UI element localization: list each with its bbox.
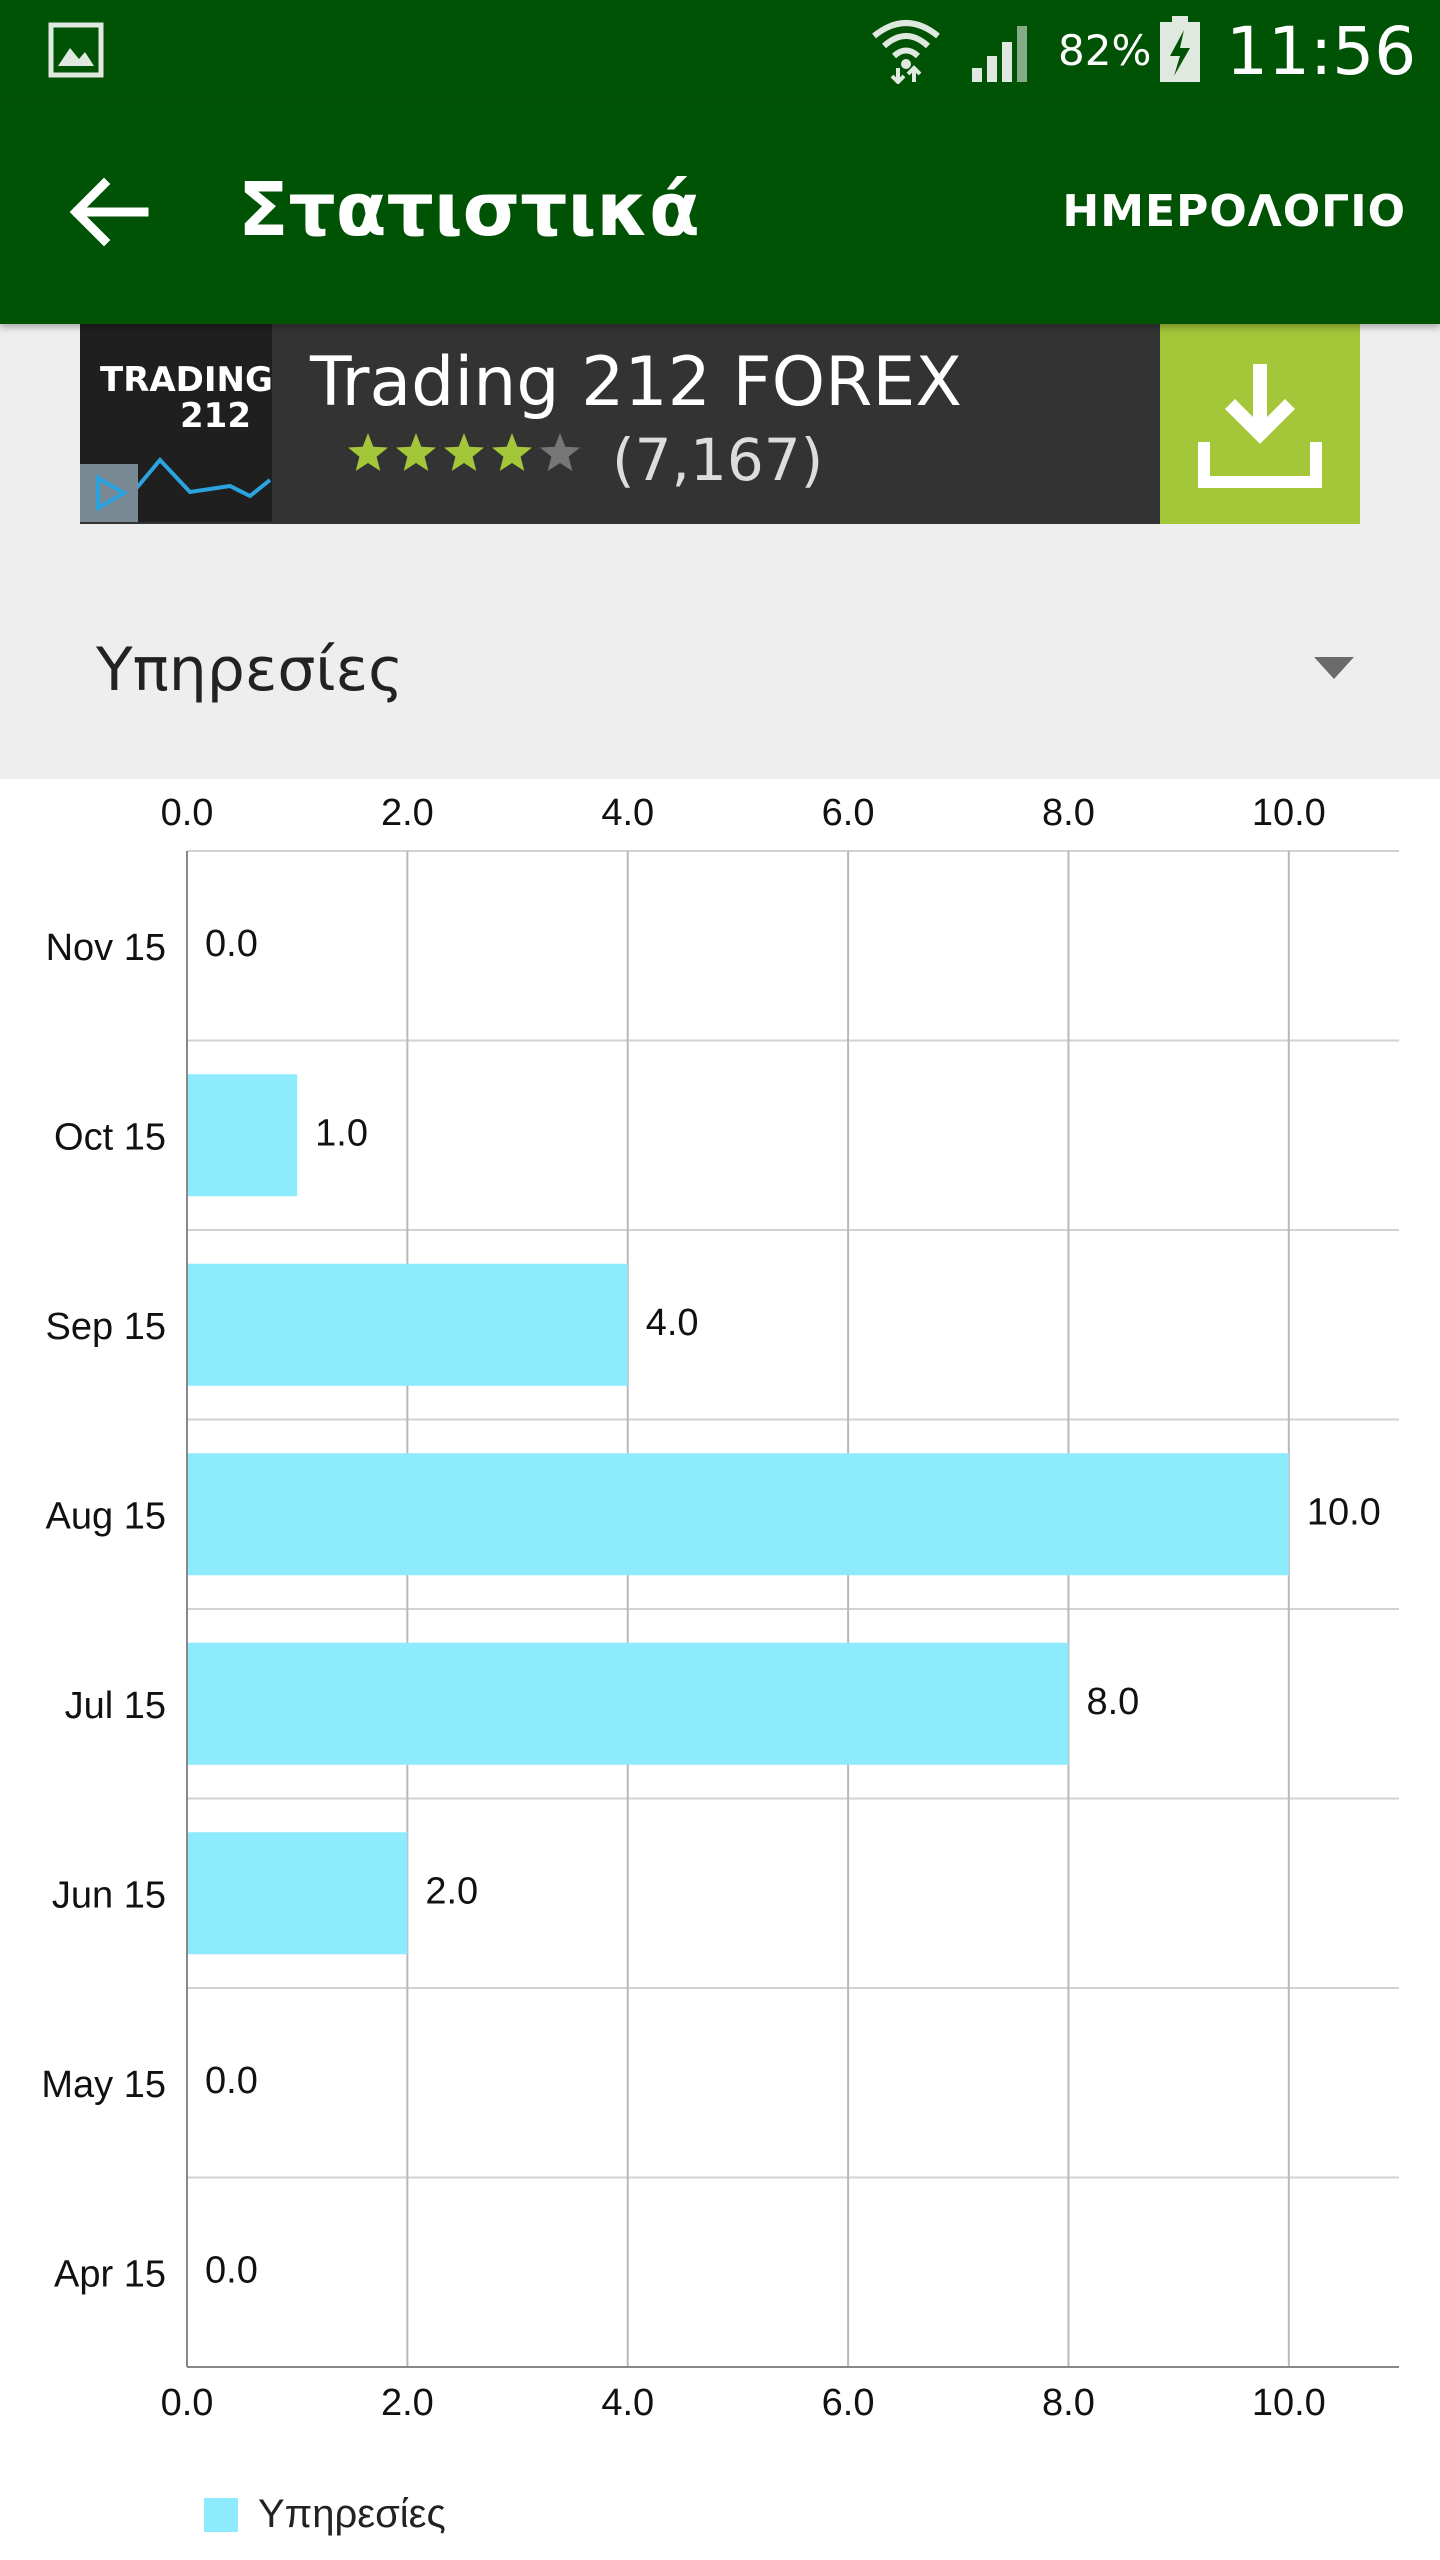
bar-value-label: 4.0 bbox=[646, 1302, 699, 1344]
legend-swatch bbox=[204, 2498, 238, 2532]
bar-value-label: 2.0 bbox=[425, 1870, 478, 1912]
x-tick-label-bottom: 8.0 bbox=[1042, 2382, 1095, 2424]
ad-title: Trading 212 FOREX bbox=[310, 343, 962, 422]
page-title: Στατιστικά bbox=[238, 167, 700, 253]
bar bbox=[187, 1074, 298, 1197]
y-category-label: Sep 15 bbox=[46, 1306, 166, 1348]
app-bar: Στατιστικά ΗΜΕΡΟΛΟΓΙΟ bbox=[0, 100, 1440, 324]
x-tick-label-bottom: 4.0 bbox=[601, 2382, 654, 2424]
star-icon bbox=[396, 433, 436, 471]
bar bbox=[187, 1642, 1069, 1765]
battery-percent: 82% bbox=[1058, 26, 1152, 75]
ad-logo-line1: TRADING bbox=[100, 360, 273, 400]
ad-rating-count: (7,167) bbox=[612, 426, 824, 494]
x-tick-label-bottom: 2.0 bbox=[381, 2382, 434, 2424]
star-icon bbox=[492, 433, 532, 471]
status-bar: 82% 11:56 bbox=[0, 0, 1440, 100]
bar bbox=[187, 1263, 628, 1386]
bar-value-label: 8.0 bbox=[1086, 1681, 1139, 1723]
y-category-label: Aug 15 bbox=[46, 1495, 166, 1537]
x-tick-label-top: 10.0 bbox=[1252, 792, 1326, 834]
download-icon bbox=[1198, 364, 1322, 488]
y-category-label: Oct 15 bbox=[54, 1116, 166, 1158]
signal-icon bbox=[972, 26, 1027, 82]
x-tick-label-bottom: 0.0 bbox=[161, 2382, 214, 2424]
y-category-label: Jul 15 bbox=[65, 1685, 166, 1727]
dropdown-arrow-icon bbox=[1314, 657, 1354, 679]
calendar-button[interactable]: ΗΜΕΡΟΛΟΓΙΟ bbox=[1062, 186, 1406, 237]
bar-value-label: 0.0 bbox=[205, 2249, 258, 2291]
star-icon bbox=[348, 433, 388, 471]
x-tick-label-top: 8.0 bbox=[1042, 792, 1095, 834]
rating-stars-icon bbox=[348, 433, 580, 471]
x-tick-label-top: 4.0 bbox=[601, 792, 654, 834]
bar-value-label: 10.0 bbox=[1307, 1491, 1381, 1533]
bar bbox=[187, 1453, 1289, 1576]
ad-logo-line2: 212 bbox=[180, 396, 251, 436]
x-tick-label-bottom: 6.0 bbox=[822, 2382, 875, 2424]
x-tick-label-top: 2.0 bbox=[381, 792, 434, 834]
gallery-icon bbox=[48, 22, 104, 78]
bar-value-label: 0.0 bbox=[205, 2060, 258, 2102]
back-arrow-icon[interactable] bbox=[64, 172, 154, 252]
y-category-label: Jun 15 bbox=[52, 1874, 166, 1916]
y-category-label: Apr 15 bbox=[54, 2253, 166, 2295]
ad-banner[interactable]: TRADING 212 Trading 212 FOREX (7,167) bbox=[80, 324, 1360, 524]
x-tick-label-bottom: 10.0 bbox=[1252, 2382, 1326, 2424]
category-dropdown[interactable]: Υπηρεσίες bbox=[0, 600, 1440, 740]
battery-charging-icon bbox=[1160, 16, 1200, 82]
ad-choices-icon[interactable] bbox=[80, 464, 138, 522]
clock: 11:56 bbox=[1226, 13, 1417, 90]
y-category-label: May 15 bbox=[41, 2064, 166, 2106]
legend-label: Υπηρεσίες bbox=[258, 2492, 446, 2536]
bar bbox=[187, 1832, 408, 1955]
bar-value-label: 1.0 bbox=[315, 1112, 368, 1154]
wifi-icon bbox=[872, 20, 940, 84]
bar-chart: 0.0 0.0 2.0 2.0 4.0 4.0 6.0 6.0 8.0 8.0 10.0 10.0 No… bbox=[41, 792, 1399, 2424]
category-selected-label: Υπηρεσίες bbox=[96, 635, 404, 705]
x-tick-label-top: 6.0 bbox=[822, 792, 875, 834]
y-category-label: Nov 15 bbox=[46, 927, 166, 969]
ad-app-logo: TRADING 212 bbox=[80, 324, 273, 522]
x-tick-label-top: 0.0 bbox=[161, 792, 214, 834]
star-icon bbox=[540, 433, 580, 471]
star-icon bbox=[444, 433, 484, 471]
download-button[interactable] bbox=[1160, 324, 1360, 524]
bar-value-label: 0.0 bbox=[205, 923, 258, 965]
